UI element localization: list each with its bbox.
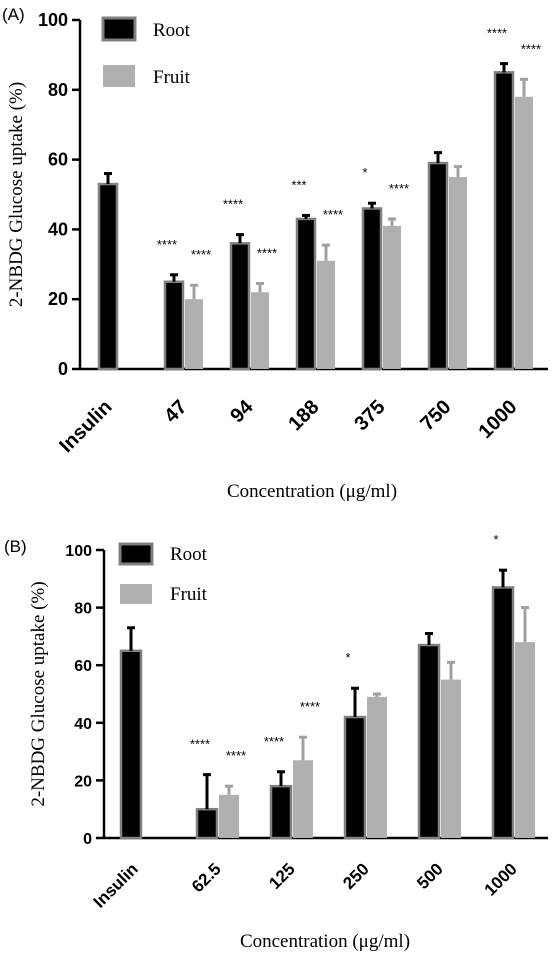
- bar-root: [491, 586, 515, 840]
- y-tick-label: 80: [74, 601, 92, 618]
- significance-label: *: [345, 650, 350, 665]
- bar-root: [195, 807, 219, 840]
- bar-root: [269, 784, 293, 840]
- bar-root: [163, 280, 185, 371]
- significance-label: ****: [389, 181, 409, 196]
- bar-fruit: [293, 760, 313, 838]
- bar-root: [97, 182, 119, 371]
- x-tick-label: 750: [416, 396, 455, 435]
- chart-panel-a: (A) 0 20 40 60 80 100 2-NBDG Glucose uptake (%)…: [2, 5, 548, 502]
- y-tick-label: 100: [38, 10, 68, 30]
- x-tick-label: 62.5: [188, 859, 225, 896]
- bar-fruit: [367, 696, 387, 838]
- bar-root: [493, 71, 515, 371]
- bar-root: [343, 715, 367, 840]
- x-tick-label: 47: [160, 396, 191, 427]
- y-axis-title: 2-NBDG Glucose uptake (%): [6, 82, 27, 307]
- significance-label: ****: [521, 41, 541, 56]
- chart-panel-b: (B) 0 20 40 60 80 100 2-NBDG Glucose uptake (%)…: [4, 532, 548, 952]
- y-tick-label: 20: [74, 773, 92, 790]
- x-tick-label: 125: [265, 859, 298, 892]
- bar-root: [417, 643, 441, 840]
- x-axis-title: Concentration (μg/ml): [227, 481, 397, 502]
- x-tick-label: 1000: [475, 396, 522, 443]
- significance-label: ****: [157, 237, 177, 252]
- significance-label: *: [362, 165, 367, 180]
- significance-label: ****: [323, 207, 343, 222]
- bar-fruit: [251, 292, 269, 369]
- legend-swatch-root: [101, 16, 137, 42]
- significance-label: ****: [487, 26, 507, 41]
- legend-swatch-root: [118, 542, 154, 566]
- bar-fruit: [383, 225, 401, 369]
- bar-fruit: [185, 299, 203, 369]
- significance-label: ****: [226, 748, 246, 763]
- significance-label: ****: [264, 734, 284, 749]
- y-tick-label: 40: [48, 219, 68, 239]
- x-tick-label: Insulin: [55, 396, 116, 457]
- significance-label: ****: [257, 245, 277, 260]
- x-tick-label: 250: [339, 859, 372, 892]
- legend-swatch-fruit: [120, 584, 152, 604]
- legend-label-fruit: Fruit: [153, 67, 191, 88]
- bar-root: [361, 207, 383, 371]
- panel-label: (A): [2, 5, 25, 24]
- y-tick-label: 20: [48, 289, 68, 309]
- significance-label: ****: [300, 699, 320, 714]
- bar-fruit: [317, 260, 335, 369]
- significance-label: ***: [291, 177, 306, 192]
- significance-label: *: [493, 532, 498, 547]
- x-tick-label: 375: [350, 396, 389, 435]
- y-tick-label: 40: [74, 716, 92, 733]
- legend-label-root: Root: [170, 544, 208, 565]
- y-tick-label: 0: [83, 831, 92, 848]
- y-tick-label: 100: [65, 543, 92, 560]
- legend-label-root: Root: [153, 20, 191, 41]
- y-axis-title: 2-NBDG Glucose uptake (%): [28, 581, 49, 806]
- legend-swatch-fruit: [103, 65, 135, 87]
- bar-fruit: [219, 794, 239, 838]
- bar-root: [229, 242, 251, 371]
- x-tick-label: 500: [413, 859, 446, 892]
- significance-label: ****: [223, 197, 243, 212]
- y-tick-label: 80: [48, 80, 68, 100]
- bar-fruit: [441, 679, 461, 838]
- significance-label: ****: [190, 737, 210, 752]
- panel-label: (B): [4, 537, 27, 556]
- legend-label-fruit: Fruit: [170, 584, 208, 605]
- x-tick-label: 188: [284, 396, 323, 435]
- bar-fruit: [449, 177, 467, 369]
- y-tick-label: 0: [58, 359, 68, 379]
- x-tick-label: 1000: [481, 859, 521, 899]
- x-axis-title: Concentration (μg/ml): [240, 931, 410, 952]
- y-tick-label: 60: [48, 150, 68, 170]
- significance-label: ****: [191, 247, 211, 262]
- bar-fruit: [515, 642, 535, 838]
- bar-fruit: [515, 96, 533, 369]
- bar-root: [119, 649, 143, 840]
- x-tick-label: 94: [226, 395, 258, 427]
- bar-root: [295, 217, 317, 371]
- y-tick-label: 60: [74, 658, 92, 675]
- bar-root: [427, 161, 449, 371]
- x-tick-label: Insulin: [90, 859, 142, 911]
